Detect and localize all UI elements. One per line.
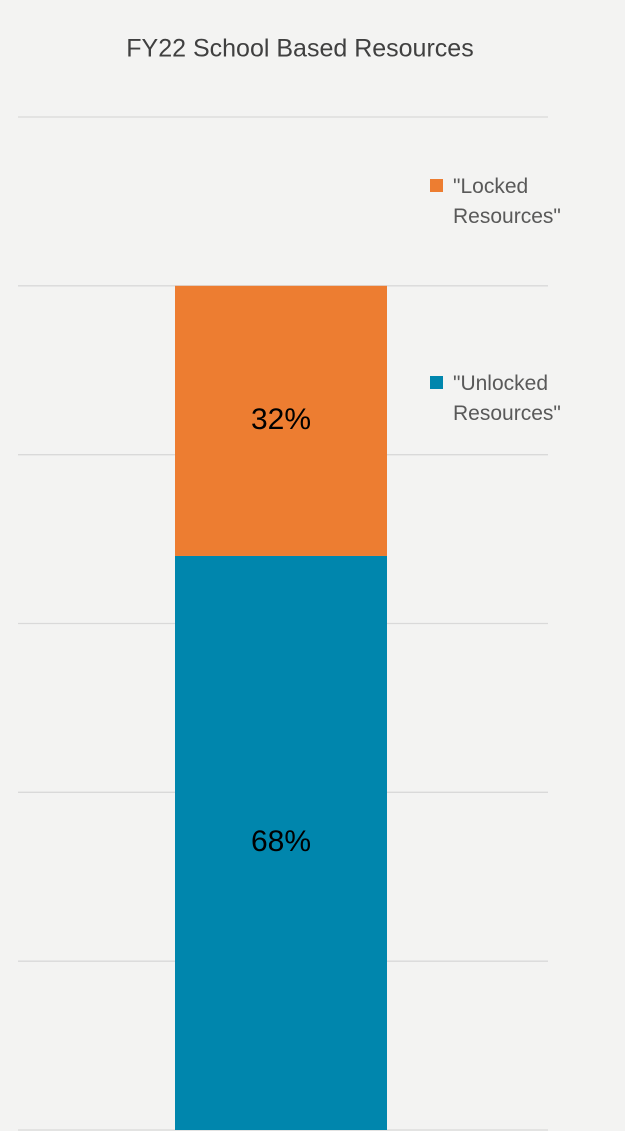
data-label: 32% [251, 403, 311, 436]
legend-label: "Unlocked Resources" [453, 372, 561, 425]
legend-label: "Locked Resources" [453, 175, 561, 228]
chart-title: FY22 School Based Resources [126, 35, 473, 63]
legend-item: "Unlocked Resources" [430, 369, 620, 425]
data-label: 68% [251, 825, 311, 858]
legend-swatch [430, 376, 443, 389]
legend-swatch [430, 179, 443, 192]
legend-item: "Locked Resources" [430, 172, 620, 228]
bar-segment [175, 285, 387, 556]
bar-segment [175, 555, 387, 1130]
